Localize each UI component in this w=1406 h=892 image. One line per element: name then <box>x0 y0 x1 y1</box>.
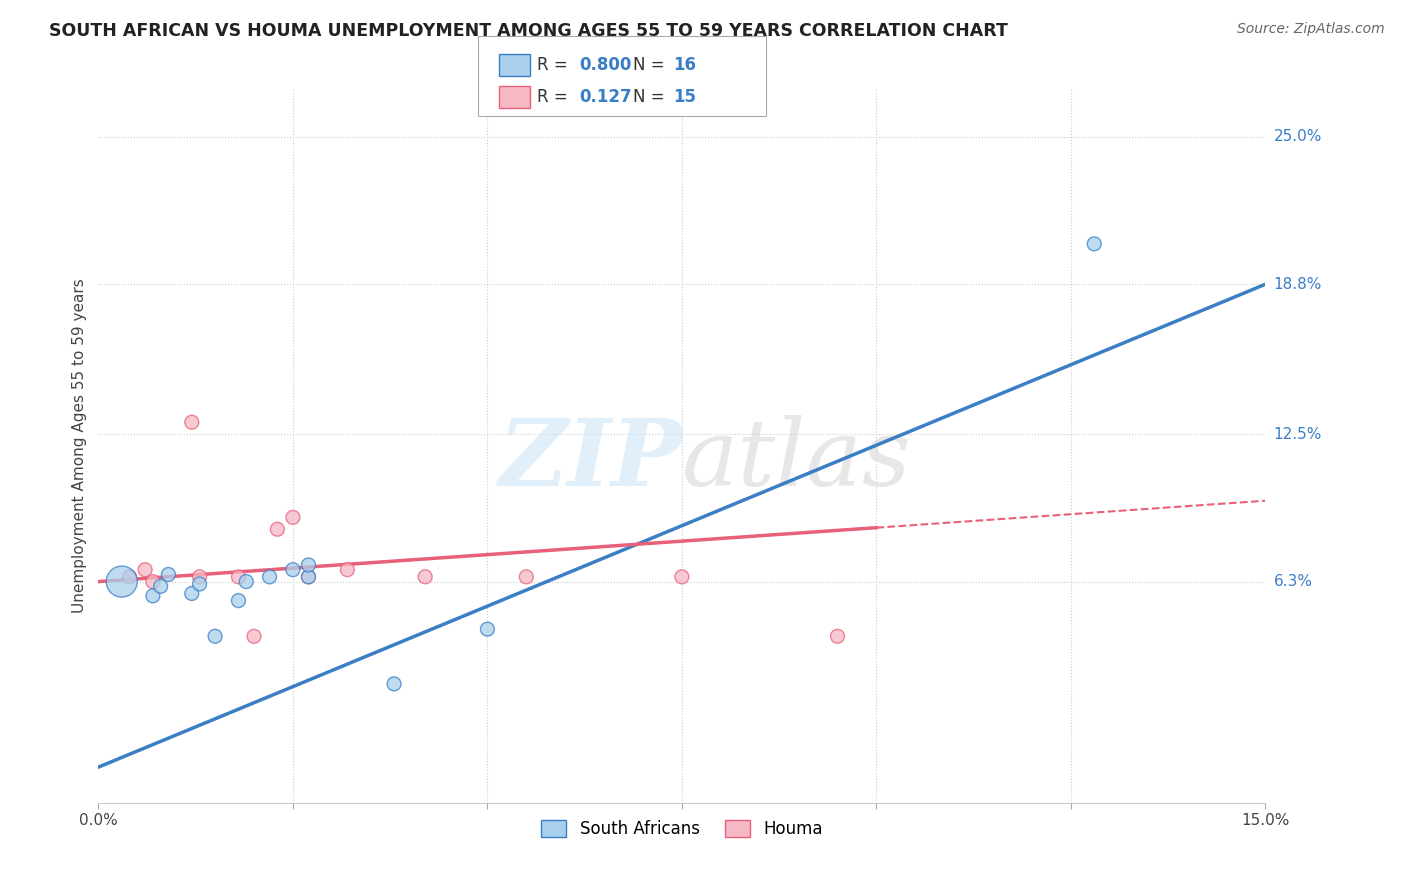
Point <box>180 415 202 429</box>
Point <box>228 593 250 607</box>
Text: 25.0%: 25.0% <box>1274 129 1322 145</box>
Point <box>235 574 257 589</box>
Text: 18.8%: 18.8% <box>1274 277 1322 292</box>
Point <box>188 577 211 591</box>
Point <box>228 570 250 584</box>
Point <box>134 563 156 577</box>
Point <box>266 522 288 536</box>
Text: N =: N = <box>633 56 669 74</box>
Point <box>118 570 141 584</box>
Point <box>281 563 304 577</box>
Point <box>297 558 319 572</box>
Point <box>382 677 405 691</box>
Point <box>671 570 693 584</box>
Point <box>336 563 359 577</box>
Point <box>149 579 172 593</box>
Point <box>157 567 180 582</box>
Point <box>111 574 134 589</box>
Point <box>827 629 849 643</box>
Text: R =: R = <box>537 88 578 106</box>
Point <box>477 622 499 636</box>
Point <box>180 586 202 600</box>
Text: 0.127: 0.127 <box>579 88 631 106</box>
Text: atlas: atlas <box>682 416 911 505</box>
Text: R =: R = <box>537 56 574 74</box>
Text: N =: N = <box>633 88 669 106</box>
Y-axis label: Unemployment Among Ages 55 to 59 years: Unemployment Among Ages 55 to 59 years <box>72 278 87 614</box>
Point <box>515 570 537 584</box>
Text: 6.3%: 6.3% <box>1274 574 1313 589</box>
Text: 15: 15 <box>673 88 696 106</box>
Point <box>1083 236 1105 251</box>
Point <box>142 589 165 603</box>
Point <box>142 574 165 589</box>
Point <box>281 510 304 524</box>
Text: 0.800: 0.800 <box>579 56 631 74</box>
Text: 12.5%: 12.5% <box>1274 426 1322 442</box>
Point <box>243 629 266 643</box>
Point <box>297 570 319 584</box>
Text: Source: ZipAtlas.com: Source: ZipAtlas.com <box>1237 22 1385 37</box>
Point <box>413 570 436 584</box>
Point <box>297 570 319 584</box>
Point <box>188 570 211 584</box>
Legend: South Africans, Houma: South Africans, Houma <box>534 813 830 845</box>
Text: SOUTH AFRICAN VS HOUMA UNEMPLOYMENT AMONG AGES 55 TO 59 YEARS CORRELATION CHART: SOUTH AFRICAN VS HOUMA UNEMPLOYMENT AMON… <box>49 22 1008 40</box>
Text: ZIP: ZIP <box>498 416 682 505</box>
Point <box>204 629 226 643</box>
Text: 16: 16 <box>673 56 696 74</box>
Point <box>259 570 281 584</box>
